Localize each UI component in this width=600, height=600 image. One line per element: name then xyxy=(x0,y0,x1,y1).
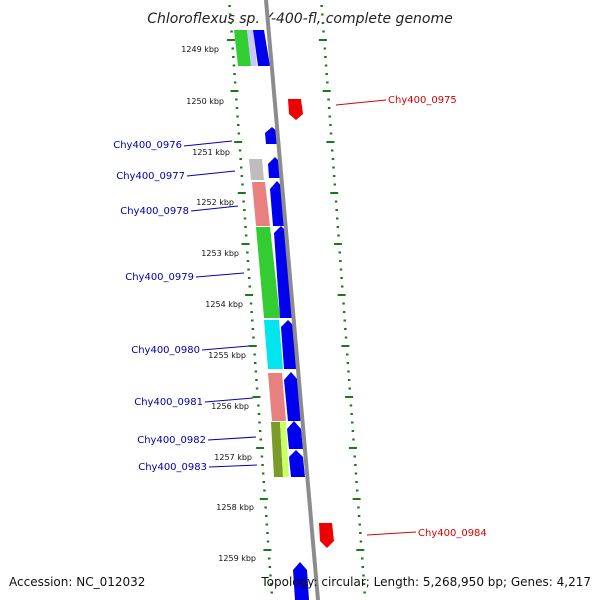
gene-label-0978[interactable]: Chy400_0978 xyxy=(120,206,189,217)
gene-label-0977[interactable]: Chy400_0977 xyxy=(116,171,185,182)
gene-arrow-0983 xyxy=(289,450,305,477)
gene-label-0981[interactable]: Chy400_0981 xyxy=(134,397,203,408)
inner-tick-track xyxy=(226,5,273,594)
gene-label-0984[interactable]: Chy400_0984 xyxy=(418,528,487,539)
kbp-label: 1250 kbp xyxy=(186,97,224,106)
leader-0982 xyxy=(207,436,257,441)
accession-text: Accession: NC_012032 xyxy=(9,575,145,589)
kbp-label: 1254 kbp xyxy=(205,300,243,309)
genome-summary-text: Topology: circular; Length: 5,268,950 bp… xyxy=(260,575,591,589)
label-leaders xyxy=(183,99,417,536)
genome-backbone xyxy=(264,0,320,600)
gene-label-0979[interactable]: Chy400_0979 xyxy=(125,272,194,283)
gene-arrow-forward-top xyxy=(253,30,270,66)
gene-label-0975[interactable]: Chy400_0975 xyxy=(388,95,457,106)
leader-0978 xyxy=(190,205,239,212)
gene-label-0980[interactable]: Chy400_0980 xyxy=(131,345,200,356)
cog-block-cyan-0980 xyxy=(264,320,283,369)
gene-arrow-0984 xyxy=(319,523,334,548)
cog-block-lavender-top xyxy=(247,30,257,66)
gene-label-0976[interactable]: Chy400_0976 xyxy=(113,140,182,151)
leader-0980 xyxy=(201,345,250,351)
kbp-labels: 1249 kbp 1250 kbp 1251 kbp 1252 kbp 1253… xyxy=(181,45,256,563)
leader-0979 xyxy=(195,272,245,278)
gene-arrow-0982 xyxy=(287,421,303,449)
kbp-label: 1251 kbp xyxy=(192,148,230,157)
gene-labels: Chy400_0975 Chy400_0976 Chy400_0977 Chy4… xyxy=(113,95,487,539)
cog-block-green-top xyxy=(234,30,251,66)
leader-0981 xyxy=(204,397,254,403)
cog-track xyxy=(234,30,289,477)
reverse-genes xyxy=(288,99,334,548)
cog-block-lime-0982 xyxy=(280,422,289,477)
cog-block-olive-0982 xyxy=(271,422,283,477)
gene-arrow-0975 xyxy=(288,99,303,120)
kbp-label: 1252 kbp xyxy=(196,198,234,207)
kbp-label: 1258 kbp xyxy=(216,503,254,512)
kbp-label: 1253 kbp xyxy=(201,249,239,258)
kbp-label: 1256 kbp xyxy=(211,402,249,411)
cog-block-grey xyxy=(249,159,264,180)
kbp-label: 1257 kbp xyxy=(214,453,252,462)
cog-block-salmon-0978 xyxy=(252,182,270,226)
map-title: Chloroflexus sp. Y-400-fl, complete geno… xyxy=(147,11,453,27)
leader-0984 xyxy=(366,531,417,536)
leader-0977 xyxy=(186,170,236,177)
cog-block-green-0979 xyxy=(256,227,280,318)
leader-0975 xyxy=(335,99,387,106)
cog-block-salmon-0981 xyxy=(268,373,286,421)
gene-label-0982[interactable]: Chy400_0982 xyxy=(137,435,206,446)
outer-tick-track xyxy=(318,5,366,594)
kbp-label: 1259 kbp xyxy=(218,554,256,563)
gene-label-0983[interactable]: Chy400_0983 xyxy=(138,462,207,473)
leader-0976 xyxy=(183,140,233,147)
leader-0983 xyxy=(208,464,258,468)
kbp-label: 1249 kbp xyxy=(181,45,219,54)
gene-arrow-forward-bottom xyxy=(293,562,309,600)
kbp-label: 1255 kbp xyxy=(208,351,246,360)
